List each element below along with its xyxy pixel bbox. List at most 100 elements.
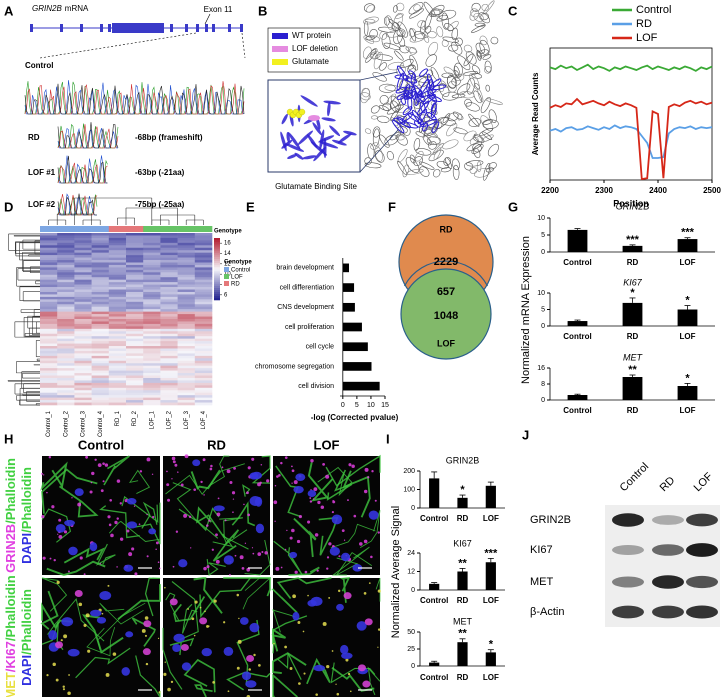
marker-dot [116, 479, 121, 483]
chromatogram-trace [57, 162, 108, 184]
heatmap-cell [194, 304, 213, 308]
heatmap-cell [40, 363, 58, 366]
heatmap-cell [57, 299, 75, 303]
wt-region [408, 70, 417, 78]
category-label: cell cycle [306, 344, 335, 351]
protein-coil [441, 12, 449, 30]
heatmap-cell [126, 291, 144, 295]
heatmap-cell [108, 237, 127, 241]
heatmap-cell [108, 353, 127, 357]
significance: * [685, 294, 690, 306]
heatmap-cell [194, 267, 213, 271]
inset-ribbon [327, 101, 331, 117]
phalloidin-fiber [165, 592, 180, 621]
protein-coil [379, 31, 388, 40]
bar [429, 662, 440, 666]
heatmap-cell [177, 321, 196, 325]
heatmap-cell [74, 252, 92, 256]
blot-band [686, 513, 718, 527]
heatmap-cell [143, 247, 161, 251]
marker-dot [304, 570, 308, 574]
legend-label: LOF deletion [292, 44, 338, 53]
heatmap-cell [194, 287, 213, 290]
heatmap-cell [194, 336, 213, 339]
heatmap-cell [194, 257, 213, 261]
marker-dot [138, 523, 141, 526]
significance: * [630, 287, 635, 299]
marker-dot [203, 566, 207, 571]
protein-coil [427, 41, 439, 56]
protein-coil [464, 162, 474, 171]
y-tick-label: 0 [541, 249, 545, 256]
heatmap-cell [108, 235, 127, 239]
heatmap-cell [57, 402, 75, 406]
heatmap-cell [108, 333, 127, 337]
protein-coil [395, 13, 404, 19]
heatmap-cell [177, 291, 196, 295]
row-label-part: /Phalloidin [3, 575, 18, 641]
heatmap-cell [57, 397, 75, 401]
protein-coil [457, 55, 471, 71]
heatmap-cell [57, 390, 75, 394]
heatmap-cell [143, 341, 161, 344]
category-label: LOF [483, 514, 499, 523]
y-tick-label: 0 [411, 663, 415, 670]
marker-dot [101, 612, 104, 615]
phalloidin-fiber [206, 558, 226, 576]
heatmap-cell [177, 316, 196, 320]
marker-dot [280, 566, 283, 569]
heatmap-cell [57, 294, 75, 298]
heatmap-cell [160, 370, 178, 374]
heatmap-cell [57, 375, 75, 379]
heatmap-cell [194, 350, 213, 354]
heatmap-cell [194, 323, 213, 327]
chart-title: MET [623, 352, 644, 362]
heatmap-cell [40, 350, 58, 354]
protein-coil [442, 36, 459, 43]
marker-dot [261, 551, 264, 554]
marker-dot [102, 480, 105, 483]
category-label: Control [563, 258, 591, 267]
heatmap-cell [160, 390, 178, 394]
heatmap-cell [143, 331, 161, 335]
phalloidin-fiber [46, 560, 106, 577]
chart-title: GRIN2B [616, 201, 650, 211]
dapi-nucleus [126, 521, 138, 529]
heatmap-cell [126, 235, 144, 239]
phalloidin-fiber [97, 602, 146, 650]
marker-dot [166, 483, 170, 487]
heatmap-cell [57, 306, 75, 310]
marker-dot [326, 567, 329, 570]
heatmap-cell [126, 375, 144, 379]
bar [342, 342, 368, 352]
blot-band [686, 575, 718, 589]
significance: *** [484, 547, 498, 559]
heatmap-cell [74, 257, 92, 261]
phalloidin-fiber [171, 581, 199, 641]
heatmap-cell [160, 269, 178, 273]
legend-swatch [224, 274, 229, 279]
protein-coil [415, 131, 426, 138]
marker-dot [294, 570, 298, 574]
dapi-nucleus [289, 551, 298, 559]
protein-coil [395, 135, 405, 141]
bar [622, 245, 643, 252]
ki67-nucleus [169, 598, 178, 606]
marker-dot [97, 463, 102, 468]
protein-coil [426, 136, 441, 145]
dapi-nucleus [223, 646, 234, 656]
heatmap-cell [91, 267, 110, 271]
series-line [549, 124, 713, 159]
dapi-nucleus [331, 514, 343, 525]
heatmap-cell [177, 328, 196, 332]
heatmap-cell [177, 233, 196, 236]
protein-coil [463, 71, 479, 76]
heatmap-cell [74, 353, 92, 357]
marker-dot [223, 621, 226, 624]
heatmap-cell [160, 365, 178, 369]
scale-step [214, 256, 220, 259]
exon-label: Exon 11 [204, 5, 233, 14]
category-label: RD [627, 332, 639, 341]
marker-dot [146, 513, 148, 516]
significance: ** [458, 628, 467, 640]
